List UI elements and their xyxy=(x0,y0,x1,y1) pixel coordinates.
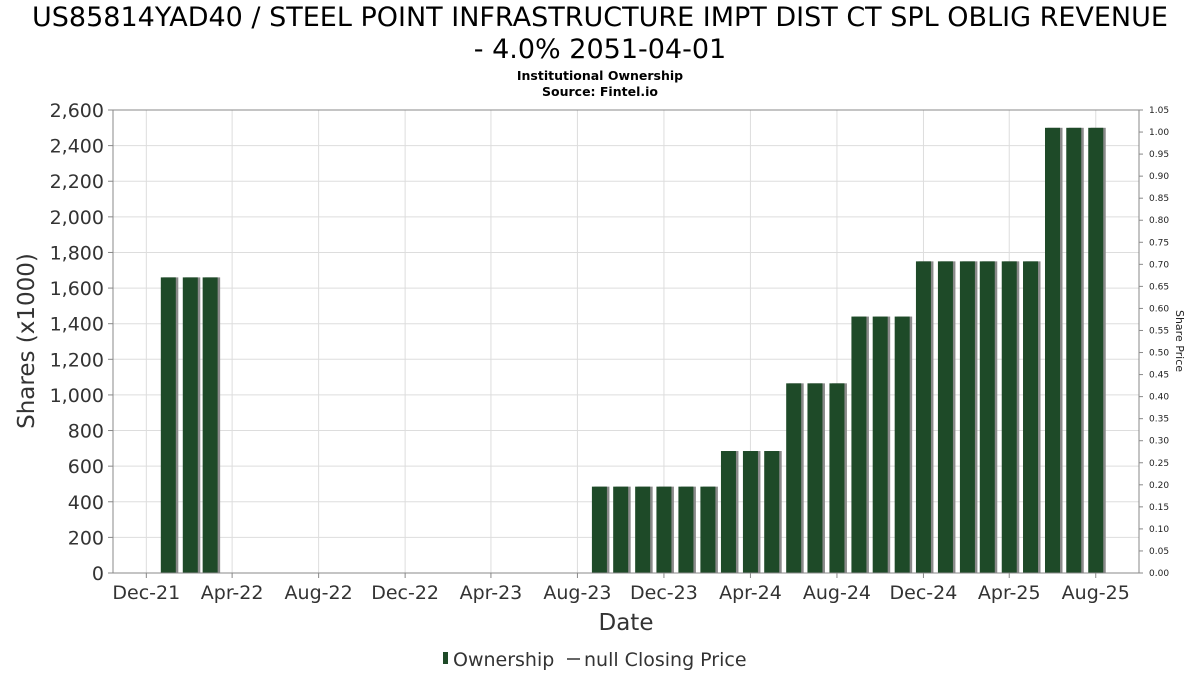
y-tick-label: 2,200 xyxy=(50,171,104,193)
x-tick-label: Apr-25 xyxy=(978,582,1041,604)
x-tick-label: Apr-24 xyxy=(719,582,782,604)
bar xyxy=(851,316,867,573)
y2-tick-label: 0.60 xyxy=(1149,304,1169,314)
bar xyxy=(742,451,758,573)
x-tick-label: Apr-22 xyxy=(201,582,264,604)
x-tick-label: Apr-23 xyxy=(460,582,523,604)
y2-tick-label: 0.95 xyxy=(1149,150,1169,160)
y2-tick-label: 0.70 xyxy=(1149,260,1169,270)
bar xyxy=(829,383,845,573)
bar xyxy=(1044,127,1060,574)
bar xyxy=(894,316,910,573)
chart-title-line1: US85814YAD40 / STEEL POINT INFRASTRUCTUR… xyxy=(32,2,1168,33)
y2-tick-label: 0.50 xyxy=(1149,349,1169,359)
right-axis: 0.00 0.05 0.10 0.15 0.20 0.25 0.30 0.35 0.40 0.45… xyxy=(1139,106,1169,579)
y2-tick-label: 0.75 xyxy=(1149,238,1169,248)
left-axis: 0 200 400 600 800 1,000 1,200 1,400 1,600 1,800 2,… xyxy=(50,100,113,585)
bar xyxy=(807,383,823,573)
x-tick-label: Aug-25 xyxy=(1062,582,1130,604)
y-tick-label: 1,400 xyxy=(50,314,104,336)
bar xyxy=(678,486,694,573)
x-axis: Dec-21 Apr-22 Aug-22 Dec-22 Apr-23 Aug-23 Dec-… xyxy=(112,573,1130,604)
plot-frame xyxy=(112,109,1140,574)
bar xyxy=(1088,127,1104,574)
x-tick-label: Dec-22 xyxy=(371,582,439,604)
y-tick-label: 0 xyxy=(92,563,104,585)
y-tick-label: 1,200 xyxy=(50,349,104,371)
bar xyxy=(656,486,672,573)
chart-subtitle-line2: Source: Fintel.io xyxy=(542,84,658,99)
y-axis-title: Shares (x1000) xyxy=(14,253,40,429)
y2-tick-label: 1.05 xyxy=(1149,106,1169,116)
bar xyxy=(915,261,931,573)
y2-tick-label: 0.20 xyxy=(1149,481,1169,491)
y-tick-label: 2,400 xyxy=(50,136,104,158)
x-tick-label: Dec-24 xyxy=(890,582,958,604)
y2-tick-label: 0.15 xyxy=(1149,503,1169,513)
bar xyxy=(160,277,176,573)
y2-tick-label: 0.00 xyxy=(1149,569,1169,579)
bar xyxy=(700,486,716,573)
y2-tick-label: 0.55 xyxy=(1149,326,1169,336)
y2-tick-label: 0.35 xyxy=(1149,415,1169,425)
bar xyxy=(1023,261,1039,573)
legend-swatch-ownership xyxy=(443,652,448,664)
y2-tick-label: 0.10 xyxy=(1149,525,1169,535)
y2-tick-label: 0.80 xyxy=(1149,216,1169,226)
legend-label-ownership: Ownership xyxy=(453,649,554,671)
y2-tick-label: 0.25 xyxy=(1149,459,1169,469)
legend-label-closing-price: null Closing Price xyxy=(584,649,747,671)
x-tick-label: Aug-23 xyxy=(543,582,611,604)
bar xyxy=(937,261,953,573)
x-tick-label: Dec-23 xyxy=(630,582,698,604)
bar xyxy=(1066,127,1082,574)
y2-tick-label: 0.05 xyxy=(1149,547,1169,557)
y-tick-label: 1,600 xyxy=(50,278,104,300)
bar xyxy=(1001,261,1017,573)
bar xyxy=(202,277,218,573)
y2-tick-label: 1.00 xyxy=(1149,128,1169,138)
x-tick-label: Dec-21 xyxy=(112,582,180,604)
y-tick-label: 600 xyxy=(68,456,104,478)
bar-series-ownership xyxy=(160,127,1106,574)
bar xyxy=(872,316,888,573)
y2-tick-label: 0.40 xyxy=(1149,393,1169,403)
y-tick-label: 2,000 xyxy=(50,207,104,229)
y2-tick-label: 0.45 xyxy=(1149,371,1169,381)
y2-axis-title: Share Price xyxy=(1173,310,1186,372)
x-axis-title: Date xyxy=(599,610,654,636)
x-tick-label: Aug-22 xyxy=(285,582,353,604)
bar xyxy=(786,383,802,573)
x-tick-label: Aug-24 xyxy=(803,582,871,604)
chart-title-line2: - 4.0% 2051-04-01 xyxy=(473,34,727,65)
y-tick-label: 2,600 xyxy=(50,100,104,122)
bar xyxy=(979,261,995,573)
bar xyxy=(591,486,607,573)
y2-tick-label: 0.90 xyxy=(1149,172,1169,182)
chart-subtitle: Institutional Ownership Source: Fintel.i… xyxy=(0,68,1200,100)
bar xyxy=(613,486,629,573)
y2-tick-label: 0.65 xyxy=(1149,282,1169,292)
bar xyxy=(959,261,975,573)
y-tick-label: 200 xyxy=(68,527,104,549)
y2-tick-label: 0.30 xyxy=(1149,437,1169,447)
bar xyxy=(182,277,198,573)
y-tick-label: 1,800 xyxy=(50,242,104,264)
y2-tick-label: 0.85 xyxy=(1149,194,1169,204)
bar xyxy=(720,451,736,573)
y-tick-label: 1,000 xyxy=(50,385,104,407)
bar xyxy=(635,486,651,573)
y-tick-label: 400 xyxy=(68,492,104,514)
chart-title: US85814YAD40 / STEEL POINT INFRASTRUCTUR… xyxy=(0,2,1200,66)
legend: Ownership null Closing Price xyxy=(443,649,747,671)
bar xyxy=(764,451,780,573)
y-tick-label: 800 xyxy=(68,421,104,443)
chart-subtitle-line1: Institutional Ownership xyxy=(516,68,684,83)
